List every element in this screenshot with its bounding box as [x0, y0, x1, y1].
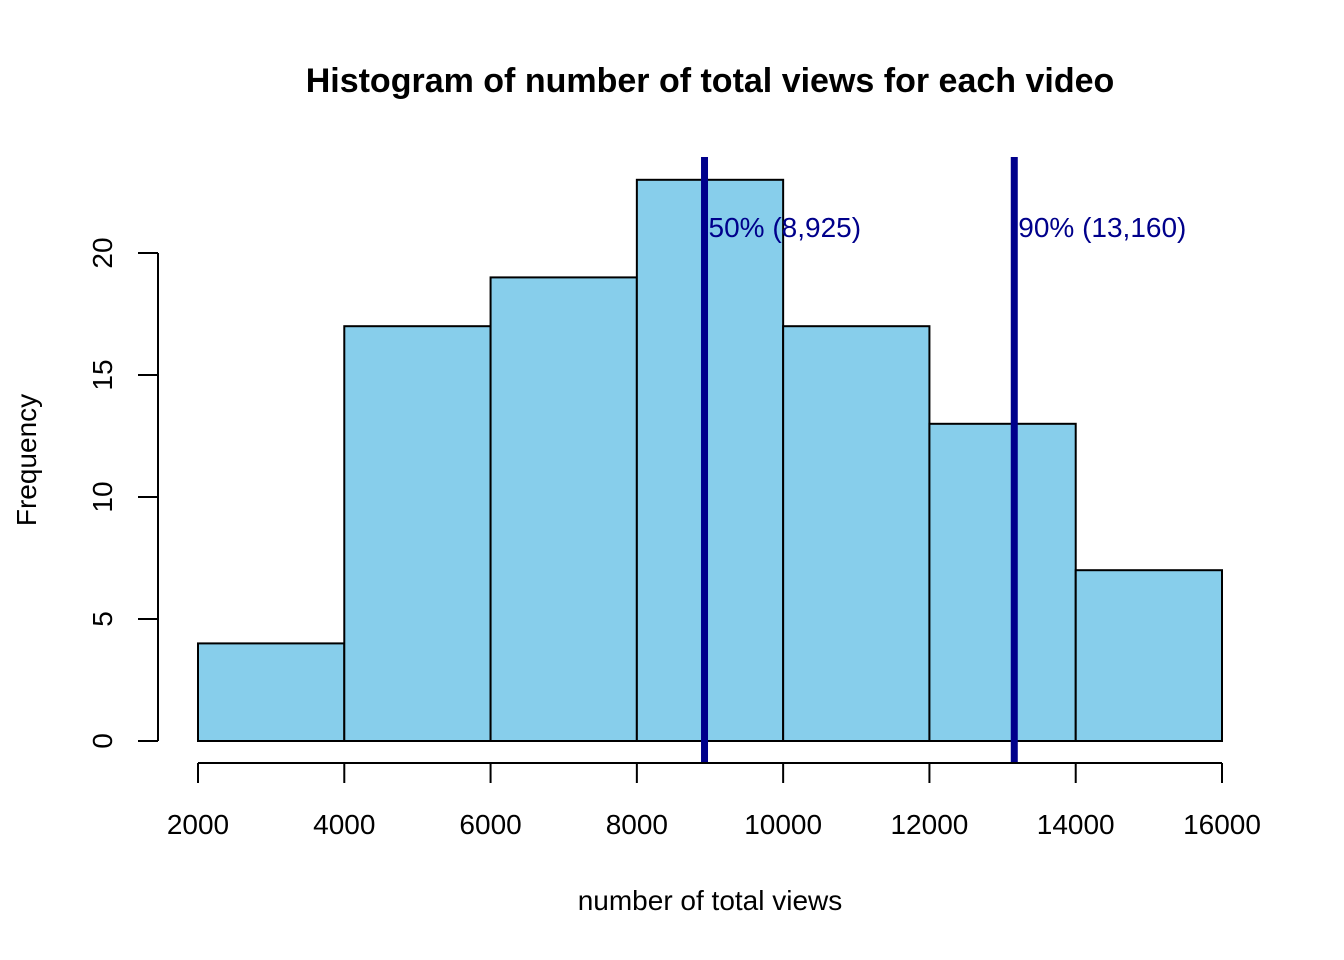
y-tick-label-3: 15 [87, 359, 118, 390]
x-tick-label-7: 16000 [1183, 809, 1261, 840]
x-tick-label-3: 8000 [606, 809, 668, 840]
histogram-bar-2 [489, 276, 638, 742]
y-tick-label-0: 0 [87, 733, 118, 749]
histogram-bar-6 [1074, 569, 1223, 743]
x-tick-label-5: 12000 [890, 809, 968, 840]
percentile-label-1: 90% (13,160) [1018, 212, 1186, 243]
x-tick-label-1: 4000 [313, 809, 375, 840]
annotation-layer: 50% (8,925) 90% (13,160) [701, 157, 1186, 763]
x-axis: 2000 4000 6000 8000 10000 12000 14000 16000 [167, 762, 1261, 840]
histogram-bar-0 [197, 642, 346, 743]
y-axis-label: Frequency [11, 394, 42, 526]
histogram-bar-3 [635, 178, 785, 743]
bars-layer [197, 178, 1223, 743]
y-tick-label-4: 20 [87, 237, 118, 268]
histogram-bar-4 [782, 325, 931, 742]
histogram-bar-1 [343, 325, 492, 742]
x-tick-label-4: 10000 [744, 809, 822, 840]
y-tick-label-2: 10 [87, 481, 118, 512]
percentile-label-0: 50% (8,925) [709, 212, 862, 243]
histogram-bar-5 [928, 422, 1077, 742]
x-tick-label-2: 6000 [459, 809, 521, 840]
x-tick-label-0: 2000 [167, 809, 229, 840]
y-tick-label-1: 5 [87, 611, 118, 627]
y-axis: 0 5 10 15 20 [87, 237, 159, 749]
x-tick-label-6: 14000 [1037, 809, 1115, 840]
chart-title: Histogram of number of total views for e… [306, 62, 1115, 100]
x-axis-label: number of total views [578, 885, 843, 916]
